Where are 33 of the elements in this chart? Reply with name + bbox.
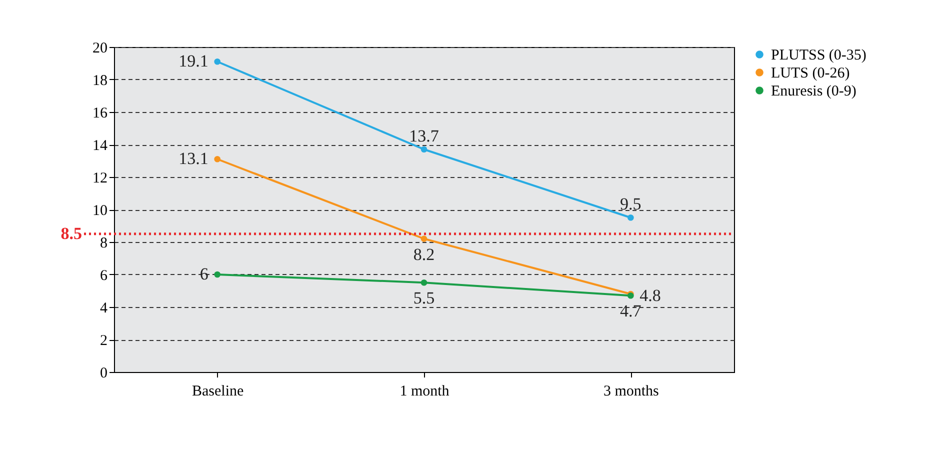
- data-label: 5.5: [413, 288, 435, 308]
- point: [214, 271, 220, 278]
- legend-label: PLUTSS (0-35): [771, 48, 866, 64]
- y-tick-label: 20: [92, 40, 108, 56]
- data-label: 4.8: [640, 286, 661, 305]
- data-label: 13.7: [409, 126, 440, 146]
- y-tick-label: 16: [92, 106, 108, 122]
- point: [214, 58, 220, 65]
- data-label: 19.1: [178, 52, 208, 71]
- data-label: 13.1: [178, 149, 208, 168]
- y-tick-label: 8: [100, 236, 108, 252]
- data-label: 8.2: [413, 244, 435, 264]
- y-tick-label: 18: [92, 73, 108, 89]
- data-label: 9.5: [620, 194, 642, 214]
- y-tick-label: 12: [92, 170, 108, 186]
- y-tick-label: 0: [100, 366, 108, 382]
- y-tick-label: 2: [100, 333, 108, 349]
- point: [214, 156, 220, 162]
- y-tick-label: 10: [92, 203, 108, 219]
- legend-label: LUTS (0-26): [771, 66, 850, 82]
- x-tick-label: 1 month: [400, 384, 450, 400]
- y-tick-label: 4: [100, 300, 108, 316]
- point: [420, 279, 428, 286]
- y-tick-label: 6: [100, 268, 108, 284]
- ref-line-label: 8.5: [60, 224, 82, 243]
- point: [628, 214, 634, 221]
- y-tick-label: 14: [92, 138, 108, 154]
- x-tick-label: 3 months: [603, 384, 660, 400]
- x-tick-label: Baseline: [192, 384, 244, 400]
- point: [420, 236, 428, 242]
- point: [420, 146, 428, 153]
- legend-label: Enuresis (0-9): [771, 84, 856, 100]
- data-label: 4.7: [620, 302, 642, 321]
